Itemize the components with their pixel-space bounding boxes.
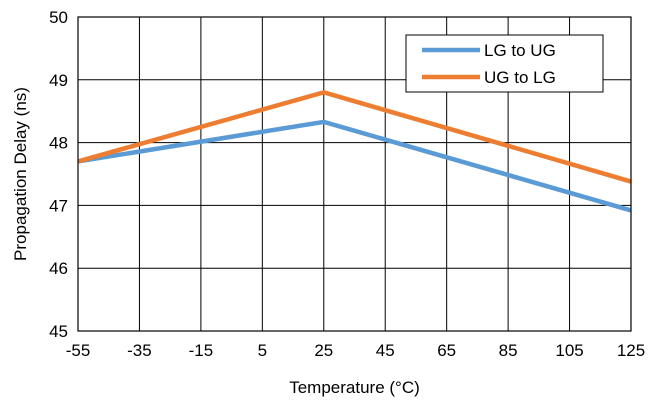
plot-frame <box>77 16 632 332</box>
y-tick-label: 48 <box>49 134 68 153</box>
y-tick-labels: 45 46 47 48 49 50 <box>49 8 68 341</box>
series-line-1 <box>77 119 632 213</box>
x-tick-label: 45 <box>376 341 395 360</box>
x-tick-label: 125 <box>617 341 645 360</box>
y-tick-label: 49 <box>49 71 68 90</box>
y-tick-label: 46 <box>49 259 68 278</box>
x-tick-label: 105 <box>555 341 583 360</box>
x-tick-label: -15 <box>189 341 214 360</box>
x-tick-label: 85 <box>499 341 518 360</box>
y-axis-title: Propagation Delay (ns) <box>11 87 30 261</box>
legend-label: UG to LG <box>484 68 556 87</box>
x-tick-labels: -55 -35 -15 5 25 45 65 85 105 125 <box>66 341 645 360</box>
x-axis-title: Temperature (°C) <box>289 378 420 397</box>
x-tick-label: 5 <box>258 341 267 360</box>
x-tick-label: -35 <box>127 341 152 360</box>
y-tick-label: 45 <box>49 322 68 341</box>
series-layer <box>77 90 632 213</box>
x-tick-label: 65 <box>437 341 456 360</box>
y-tick-label: 47 <box>49 196 68 215</box>
legend: LG to UG UG to LG <box>405 34 604 93</box>
y-tick-label: 50 <box>49 8 68 27</box>
legend-label: LG to UG <box>484 41 556 60</box>
x-tick-label: -55 <box>66 341 91 360</box>
series-line-2 <box>77 90 632 184</box>
x-tick-label: 25 <box>314 341 333 360</box>
legend-box <box>405 34 604 93</box>
